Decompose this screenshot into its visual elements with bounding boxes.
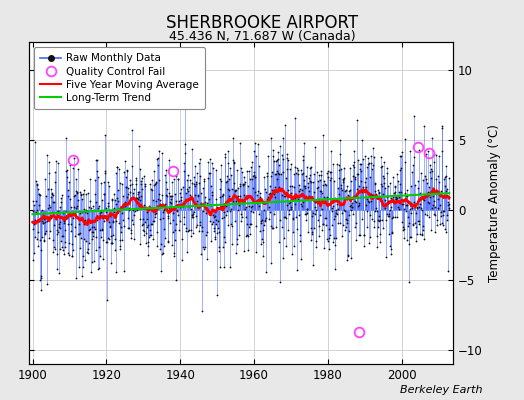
Legend: Raw Monthly Data, Quality Control Fail, Five Year Moving Average, Long-Term Tren: Raw Monthly Data, Quality Control Fail, …	[34, 47, 205, 109]
Y-axis label: Temperature Anomaly (°C): Temperature Anomaly (°C)	[488, 124, 501, 282]
Text: Berkeley Earth: Berkeley Earth	[400, 385, 482, 395]
Text: SHERBROOKE AIRPORT: SHERBROOKE AIRPORT	[166, 14, 358, 32]
Text: 45.436 N, 71.687 W (Canada): 45.436 N, 71.687 W (Canada)	[169, 30, 355, 43]
